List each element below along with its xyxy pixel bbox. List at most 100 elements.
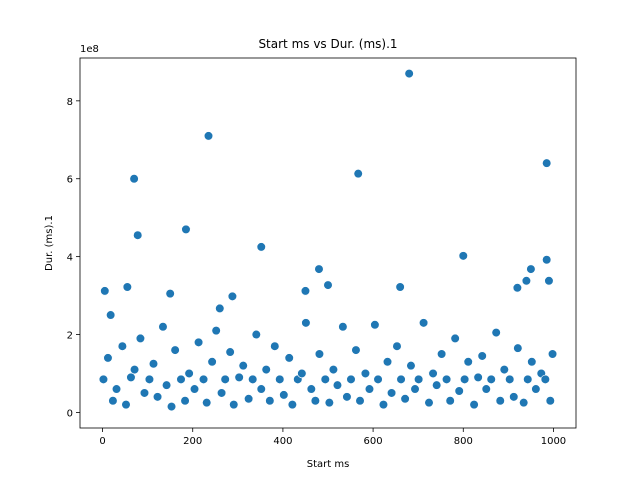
- scatter-point: [234, 372, 244, 382]
- scatter-point: [441, 374, 452, 384]
- scatter-point: [332, 380, 343, 390]
- scatter-point: [450, 333, 460, 344]
- scatter-point: [166, 401, 177, 412]
- x-tick-label: 200: [183, 436, 202, 447]
- y-axis-label: Dur. (ms).1: [44, 215, 55, 271]
- scatter-point: [395, 282, 405, 292]
- scatter-point: [225, 347, 235, 357]
- scatter-point: [301, 318, 311, 328]
- scatter-point: [445, 396, 455, 406]
- scatter-point: [328, 364, 339, 375]
- scatter-point: [129, 174, 139, 184]
- scatter-point: [418, 318, 429, 328]
- scatter-point: [523, 374, 533, 384]
- scatter-point: [477, 351, 487, 361]
- x-tick-label: 400: [273, 436, 292, 447]
- scatter-point: [370, 320, 380, 330]
- scatter-point: [505, 374, 515, 384]
- scatter-point: [473, 372, 483, 382]
- scatter-point: [547, 349, 558, 359]
- scatter-point: [129, 364, 140, 375]
- scatter-point: [227, 291, 238, 301]
- scatter-point: [540, 374, 550, 384]
- scatter-point: [469, 400, 479, 410]
- scatter-point: [275, 374, 285, 384]
- scatter-point: [265, 396, 275, 406]
- scatter-point: [244, 394, 254, 404]
- scatter-point: [103, 353, 113, 363]
- scatter-point: [122, 282, 132, 292]
- scatter-point: [378, 400, 389, 410]
- scatter-point: [202, 398, 212, 408]
- scatter-point: [180, 396, 190, 406]
- scatter-point: [400, 394, 410, 404]
- plot-area: [98, 68, 558, 412]
- scatter-point: [152, 392, 163, 402]
- scatter-point: [126, 372, 136, 382]
- axes-frame: [79, 57, 577, 429]
- scatter-point: [355, 396, 365, 406]
- scatter-point: [98, 374, 109, 384]
- x-tick-label: 0: [99, 436, 105, 447]
- scatter-point: [414, 374, 424, 384]
- scatter-point: [353, 169, 363, 179]
- scatter-point: [454, 386, 464, 396]
- scatter-point: [216, 388, 227, 398]
- scatter-point: [170, 345, 180, 355]
- scatter-point: [261, 364, 271, 375]
- chart-title: Start ms vs Dur. (ms).1: [258, 37, 397, 51]
- scatter-point: [486, 374, 496, 384]
- scatter-point: [342, 392, 352, 402]
- scatter-point: [193, 337, 204, 347]
- scatter-point: [117, 341, 127, 351]
- scatter-point: [297, 368, 307, 379]
- scatter-point: [251, 329, 261, 340]
- scatter-point: [428, 368, 438, 379]
- scatter-point: [176, 374, 186, 384]
- scatter-point: [215, 303, 225, 314]
- scatter-point: [248, 374, 258, 384]
- scatter-point: [108, 396, 118, 406]
- scatter-point: [392, 341, 402, 351]
- scatter-point: [424, 398, 434, 408]
- scatter-point: [410, 384, 420, 394]
- scatter-point: [437, 349, 447, 359]
- scatter-point: [527, 357, 537, 367]
- scatter-point: [499, 364, 509, 375]
- scatter-point: [513, 343, 523, 353]
- scatter-point: [189, 384, 200, 394]
- scatter-point: [238, 361, 248, 371]
- scatter-point: [148, 359, 159, 369]
- scatter-point: [542, 255, 552, 265]
- scatter-point: [100, 286, 110, 296]
- scatter-point: [463, 357, 473, 367]
- scatter-point: [229, 400, 239, 410]
- scatter-point: [139, 388, 150, 398]
- scatter-point: [542, 158, 552, 168]
- scatter-point: [111, 384, 122, 394]
- scatter-point: [458, 251, 468, 261]
- scatter-point: [545, 396, 555, 406]
- scatter-point: [386, 388, 397, 398]
- y-tick-label: 0: [67, 408, 73, 419]
- scatter-point: [133, 230, 143, 240]
- scatter-point: [491, 327, 501, 338]
- scatter-point: [346, 374, 356, 384]
- scatter-point: [324, 398, 334, 408]
- scatter-point: [207, 357, 217, 367]
- scatter-point: [364, 384, 375, 394]
- scatter-point: [135, 333, 146, 344]
- scatter-point: [165, 289, 175, 299]
- scatter-point: [406, 361, 416, 371]
- scatter-point: [211, 326, 221, 336]
- y-tick-label: 6: [67, 175, 73, 186]
- scatter-point: [270, 341, 280, 351]
- scatter-point: [404, 68, 414, 79]
- scatter-point: [184, 368, 194, 379]
- scatter-point: [481, 384, 491, 394]
- scatter-point: [544, 276, 554, 286]
- scatter-point: [287, 400, 297, 410]
- scatter-point: [360, 368, 371, 379]
- scatter-point: [338, 322, 348, 332]
